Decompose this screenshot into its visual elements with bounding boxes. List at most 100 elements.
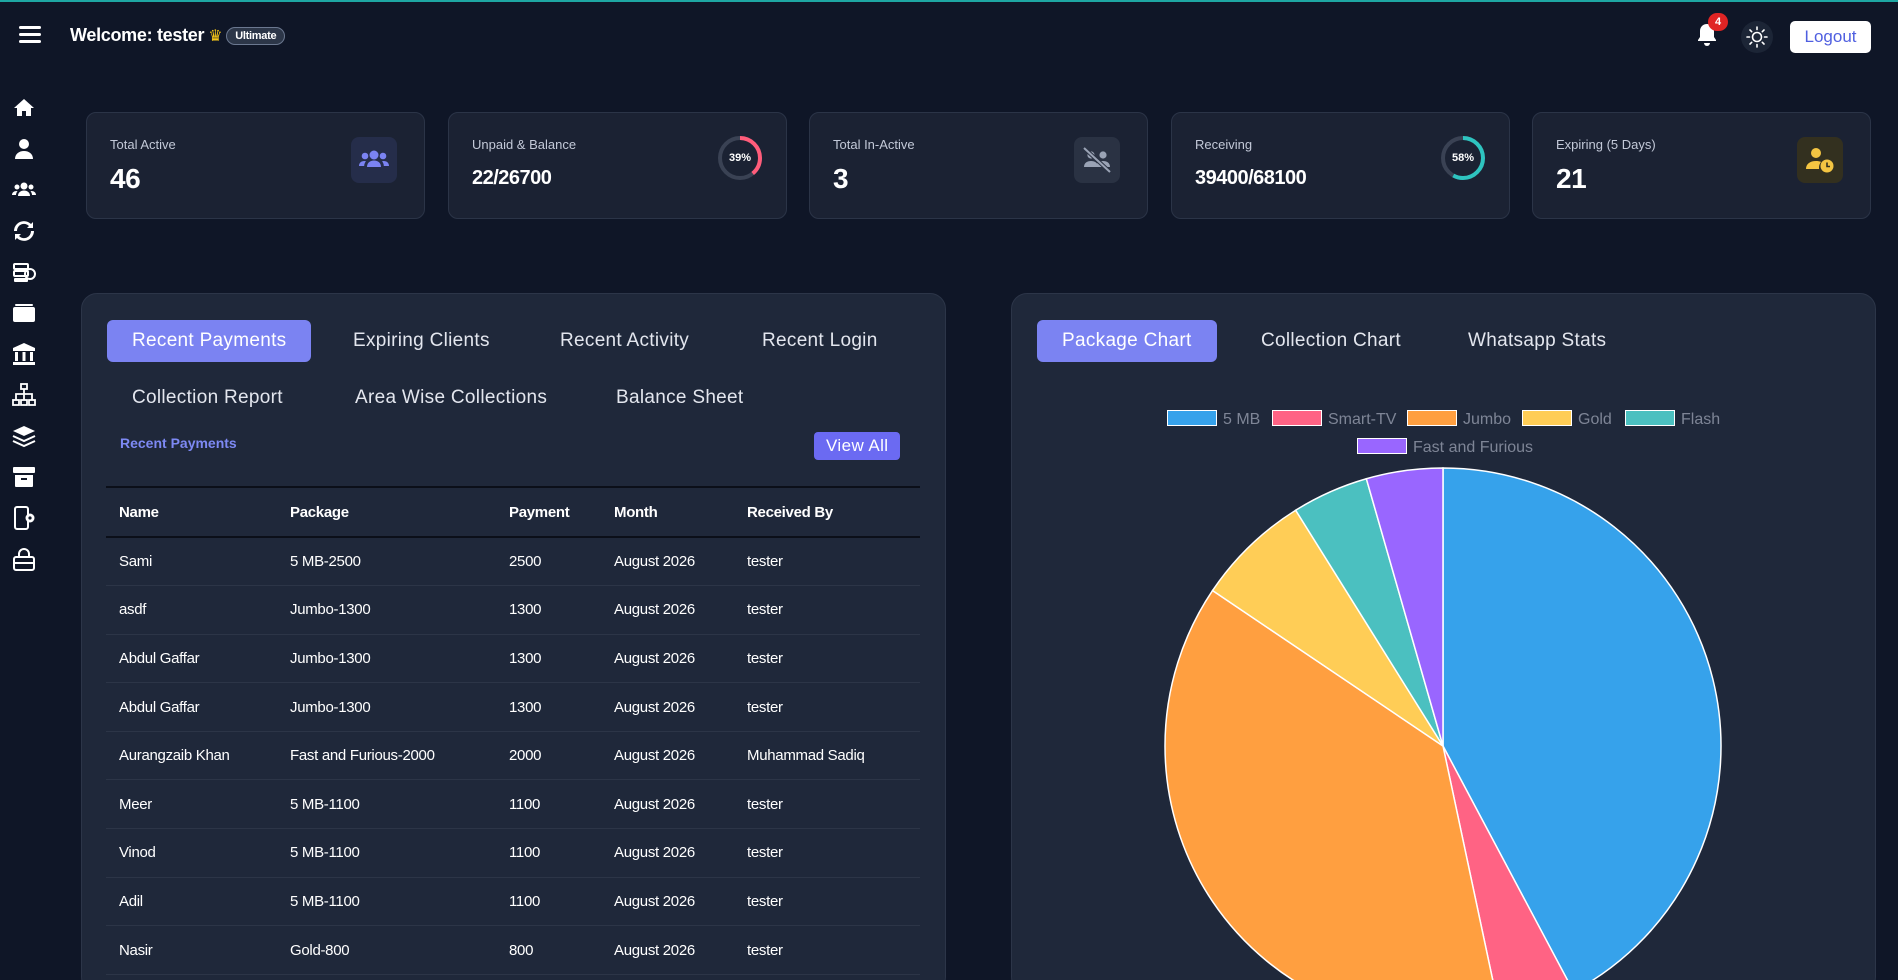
column-header-received-by[interactable]: Received By <box>734 486 920 538</box>
table-row[interactable]: Abdul Gaffar Jumbo-1300 1300 August 2026 tes… <box>106 634 920 684</box>
column-header-package[interactable]: Package <box>277 486 496 538</box>
stat-card-unpaid-balance[interactable]: Unpaid & Balance 22/26700 39% <box>448 112 787 219</box>
table-header-row: Name Package Payment Month Received By <box>106 486 920 538</box>
legend-item[interactable]: Smart-TV <box>1272 410 1396 428</box>
stat-label: Total Active <box>110 137 176 152</box>
stat-icon-box <box>351 137 397 183</box>
network-icon[interactable] <box>12 383 36 407</box>
archive-icon[interactable] <box>12 465 36 489</box>
cell-received-by: tester <box>734 537 920 587</box>
column-header-payment[interactable]: Payment <box>496 486 601 538</box>
cell-package: 5 MB-1100 <box>277 828 496 878</box>
bank-icon[interactable] <box>12 342 36 366</box>
stat-value: 21 <box>1556 163 1587 194</box>
legend-label: Fast and Furious <box>1413 439 1534 456</box>
cell-payment: 800 <box>496 925 601 975</box>
stat-value: 22/26700 <box>472 167 552 189</box>
pie-slice[interactable] <box>1442 467 1722 980</box>
cell-month: August 2026 <box>601 682 734 732</box>
cell-received-by: tester <box>734 925 920 975</box>
cell-month: August 2026 <box>601 634 734 684</box>
cell-package: 5 MB-1100 <box>277 779 496 830</box>
top-accent-line <box>0 0 1898 2</box>
legend-label: Gold <box>1578 411 1612 428</box>
cell-month: August 2026 <box>601 779 734 830</box>
table-row[interactable]: Abdul Gaffar Jumbo-1300 1300 August 2026 tes… <box>106 682 920 732</box>
column-header-month[interactable]: Month <box>601 486 734 538</box>
legend-item[interactable]: Gold <box>1522 410 1612 428</box>
lock-icon[interactable] <box>12 547 36 571</box>
progress-ring-fill <box>1441 136 1485 180</box>
table-row[interactable]: Nasir Gold-800 800 August 2026 tester <box>106 925 920 975</box>
cell-payment: 1300 <box>496 585 601 635</box>
table-row[interactable]: Sami 5 MB-2500 2500 August 2026 tester <box>106 537 920 587</box>
progress-ring-label: 39% <box>728 152 752 164</box>
wallet-icon[interactable] <box>12 301 36 325</box>
tab-recent-activity[interactable]: Recent Activity <box>560 330 690 351</box>
recent-data-panel: Recent Payments Expiring Clients Recent … <box>81 293 946 980</box>
home-icon[interactable] <box>12 96 36 120</box>
tab-recent-login[interactable]: Recent Login <box>762 330 878 351</box>
users-icon[interactable] <box>12 178 36 202</box>
view-all-button[interactable]: View All <box>814 432 901 460</box>
cell-name: Vinod <box>106 828 277 878</box>
cell-payment: 1100 <box>496 779 601 830</box>
stat-icon-box <box>1797 137 1843 183</box>
tab-balance-sheet[interactable]: Balance Sheet <box>616 387 744 408</box>
notification-count-badge: 4 <box>1708 13 1728 31</box>
cell-received-by: tester <box>734 634 920 684</box>
packages-icon[interactable] <box>12 424 36 448</box>
legend-item[interactable]: Fast and Furious <box>1357 438 1533 456</box>
legend-item[interactable]: Flash <box>1625 410 1720 428</box>
plan-badge: Ultimate <box>226 27 286 45</box>
stat-card-expiring[interactable]: Expiring (5 Days) 21 <box>1532 112 1871 219</box>
table-row[interactable]: asdf Jumbo-1300 1300 August 2026 tester <box>106 585 920 635</box>
stat-label: Receiving <box>1195 137 1253 152</box>
stat-card-total-active[interactable]: Total Active 46 <box>86 112 425 219</box>
device-settings-icon[interactable] <box>12 506 36 530</box>
legend-label: Smart-TV <box>1328 411 1397 428</box>
tab-whatsapp-stats[interactable]: Whatsapp Stats <box>1468 330 1607 351</box>
cell-month: August 2026 <box>601 537 734 587</box>
cell-package: Gold-800 <box>277 925 496 975</box>
stat-card-receiving[interactable]: Receiving 39400/68100 58% <box>1171 112 1510 219</box>
cell-package: Jumbo-1300 <box>277 682 496 732</box>
cell-name: Adil <box>106 877 277 927</box>
logout-button[interactable]: Logout <box>1790 21 1871 53</box>
tab-expiring-clients[interactable]: Expiring Clients <box>353 330 490 351</box>
tab-package-chart[interactable]: Package Chart <box>1037 320 1217 362</box>
users-group-icon <box>359 150 389 167</box>
stat-icon-box <box>1074 137 1120 183</box>
cell-received-by: tester <box>734 585 920 635</box>
stat-label: Unpaid & Balance <box>472 137 577 152</box>
table-row[interactable]: Vinod 5 MB-1100 1100 August 2026 tester <box>106 828 920 878</box>
tab-collection-report[interactable]: Collection Report <box>132 387 283 408</box>
tab-recent-payments[interactable]: Recent Payments <box>107 320 312 362</box>
tab-area-wise-collections[interactable]: Area Wise Collections <box>355 387 548 408</box>
pie-slice[interactable] <box>1365 467 1444 747</box>
cell-name: Abdul Gaffar <box>106 682 277 732</box>
renew-icon[interactable] <box>12 219 36 243</box>
cell-name: Sami <box>106 537 277 587</box>
cell-name: Aurangzaib Khan <box>106 731 277 781</box>
user-icon[interactable] <box>12 137 36 161</box>
table-row[interactable]: Meer 5 MB-1100 1100 August 2026 tester <box>106 779 920 830</box>
menu-toggle-icon[interactable] <box>19 26 41 44</box>
legend-item[interactable]: 5 MB <box>1167 410 1260 428</box>
table-row[interactable]: Adil 5 MB-1100 1100 August 2026 tester <box>106 877 920 927</box>
cell-received-by: tester <box>734 828 920 878</box>
welcome-label: Welcome: tester <box>70 25 205 45</box>
column-header-name[interactable]: Name <box>106 486 277 538</box>
table-row[interactable]: Aurangzaib Khan Fast and Furious-2000 2000… <box>106 731 920 781</box>
legend-item[interactable]: Jumbo <box>1407 410 1511 428</box>
cell-received-by: Muhammad Sadiq <box>734 731 920 781</box>
stat-value: 39400/68100 <box>1195 167 1307 189</box>
theme-toggle-button[interactable] <box>1741 21 1773 53</box>
stat-card-total-inactive[interactable]: Total In-Active 3 <box>809 112 1148 219</box>
cell-package: Jumbo-1300 <box>277 585 496 635</box>
pie-slice[interactable] <box>1164 589 1501 980</box>
billing-icon[interactable] <box>12 260 36 284</box>
pie-slice[interactable] <box>1211 509 1444 747</box>
legend-label: 5 MB <box>1223 411 1261 428</box>
tab-collection-chart[interactable]: Collection Chart <box>1261 330 1401 351</box>
